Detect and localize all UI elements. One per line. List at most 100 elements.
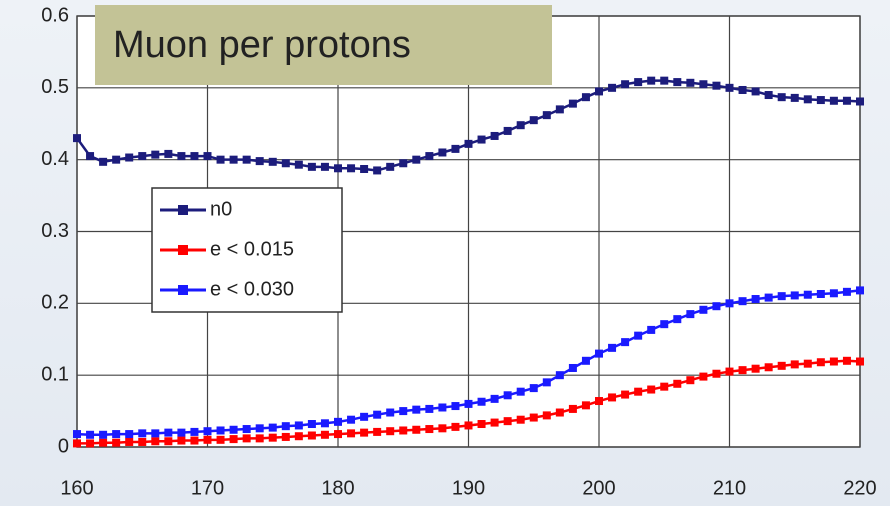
x-tick-label: 220 <box>843 477 876 499</box>
marker <box>856 97 864 106</box>
marker <box>203 427 212 436</box>
marker <box>842 96 851 105</box>
marker <box>529 413 538 422</box>
marker <box>816 96 825 105</box>
marker <box>790 93 799 102</box>
marker <box>751 87 760 96</box>
marker <box>581 356 590 365</box>
marker <box>138 429 147 438</box>
marker <box>516 387 525 396</box>
marker <box>307 162 316 171</box>
marker <box>555 371 564 380</box>
marker <box>99 438 108 447</box>
marker <box>699 305 708 314</box>
title-box <box>95 5 552 85</box>
marker <box>177 152 186 161</box>
marker <box>647 76 656 85</box>
marker <box>347 164 356 173</box>
marker <box>712 369 721 378</box>
marker <box>764 363 773 372</box>
marker <box>164 149 173 158</box>
marker <box>673 379 682 388</box>
marker <box>125 153 134 162</box>
marker <box>138 437 147 446</box>
marker <box>451 144 460 153</box>
marker <box>268 157 277 166</box>
marker <box>581 401 590 410</box>
marker <box>660 320 669 329</box>
marker <box>347 415 356 424</box>
marker <box>268 433 277 442</box>
marker <box>307 431 316 440</box>
y-tick-label: 0.5 <box>41 76 69 98</box>
marker <box>503 417 512 426</box>
marker <box>255 424 264 433</box>
marker <box>568 99 577 108</box>
marker <box>842 356 851 365</box>
x-tick-label: 190 <box>452 477 485 499</box>
marker <box>477 135 486 144</box>
marker <box>412 425 421 434</box>
marker <box>555 105 564 114</box>
marker <box>686 376 695 385</box>
marker <box>399 426 408 435</box>
marker <box>73 439 81 448</box>
marker <box>73 134 81 143</box>
marker <box>803 95 812 104</box>
marker <box>738 366 747 375</box>
legend-marker <box>178 245 188 255</box>
marker <box>712 81 721 90</box>
marker <box>595 87 603 96</box>
legend-marker <box>178 205 188 215</box>
marker <box>425 404 434 413</box>
marker <box>438 148 447 157</box>
x-tick-label: 200 <box>582 477 615 499</box>
marker <box>542 111 551 120</box>
marker <box>412 155 421 164</box>
marker <box>634 78 643 87</box>
series-layer <box>73 76 864 448</box>
marker <box>464 421 473 430</box>
marker <box>320 162 329 171</box>
marker <box>268 423 277 432</box>
marker <box>334 430 342 439</box>
marker <box>477 420 486 429</box>
marker <box>595 397 603 406</box>
y-tick-label: 0 <box>58 435 69 457</box>
x-tick-label: 170 <box>191 477 224 499</box>
marker <box>255 157 264 166</box>
marker <box>255 434 264 443</box>
marker <box>464 139 473 148</box>
marker <box>373 166 382 175</box>
marker <box>294 421 303 430</box>
marker <box>568 363 577 372</box>
marker <box>490 394 499 403</box>
marker <box>790 360 799 369</box>
marker <box>660 76 669 85</box>
marker <box>334 164 342 173</box>
x-tick-label: 180 <box>321 477 354 499</box>
marker <box>164 428 173 437</box>
marker <box>425 425 434 434</box>
marker <box>542 378 551 387</box>
marker <box>112 155 121 164</box>
marker <box>86 430 95 439</box>
series <box>73 356 864 448</box>
marker <box>307 420 316 429</box>
marker <box>764 293 773 302</box>
marker <box>73 430 81 439</box>
marker <box>738 85 747 94</box>
marker <box>568 404 577 413</box>
marker <box>373 427 382 436</box>
marker <box>242 155 251 164</box>
marker <box>229 435 238 444</box>
marker <box>490 418 499 427</box>
marker <box>608 83 617 92</box>
marker <box>621 80 630 89</box>
legend: n0 e < 0.015 e < 0.030 <box>151 187 343 313</box>
marker <box>386 162 395 171</box>
marker <box>320 419 329 428</box>
marker <box>621 338 630 347</box>
marker <box>125 430 134 439</box>
